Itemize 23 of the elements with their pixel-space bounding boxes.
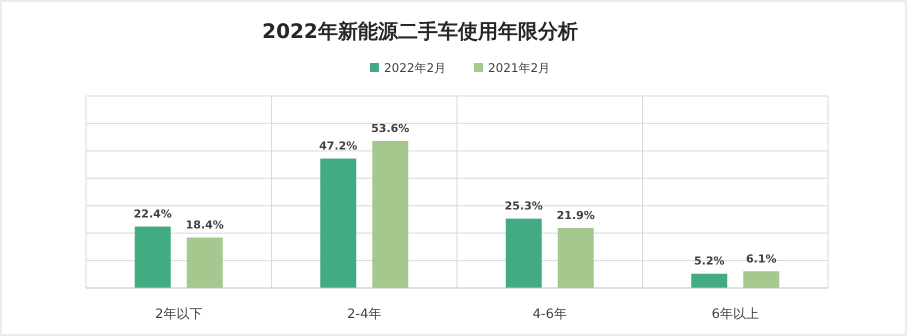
x-tick-label: 6年以上 — [712, 307, 759, 322]
bar — [691, 274, 728, 288]
bar — [186, 238, 223, 288]
chart-title: 2022年新能源二手车使用年限分析 — [262, 19, 578, 43]
data-label: 18.4% — [186, 218, 224, 232]
data-label: 53.6% — [371, 122, 410, 135]
bar — [558, 228, 594, 288]
x-tick-label: 4-6年 — [532, 307, 567, 322]
bar — [134, 226, 171, 288]
data-label: 47.2% — [319, 140, 358, 153]
data-label: 6.1% — [746, 252, 777, 266]
bar — [372, 140, 408, 288]
bar — [320, 158, 356, 288]
legend-label: 2022年2月 — [384, 61, 446, 75]
data-label: 5.2% — [694, 254, 725, 268]
data-label: 21.9% — [556, 208, 595, 222]
legend-label: 2021年2月 — [488, 61, 550, 75]
data-label: 25.3% — [504, 200, 543, 213]
bar — [743, 271, 780, 288]
bar — [506, 218, 542, 288]
x-tick-label: 2-4年 — [347, 307, 382, 322]
x-tick-label: 2年以下 — [155, 307, 202, 322]
data-label: 22.4% — [134, 208, 172, 221]
